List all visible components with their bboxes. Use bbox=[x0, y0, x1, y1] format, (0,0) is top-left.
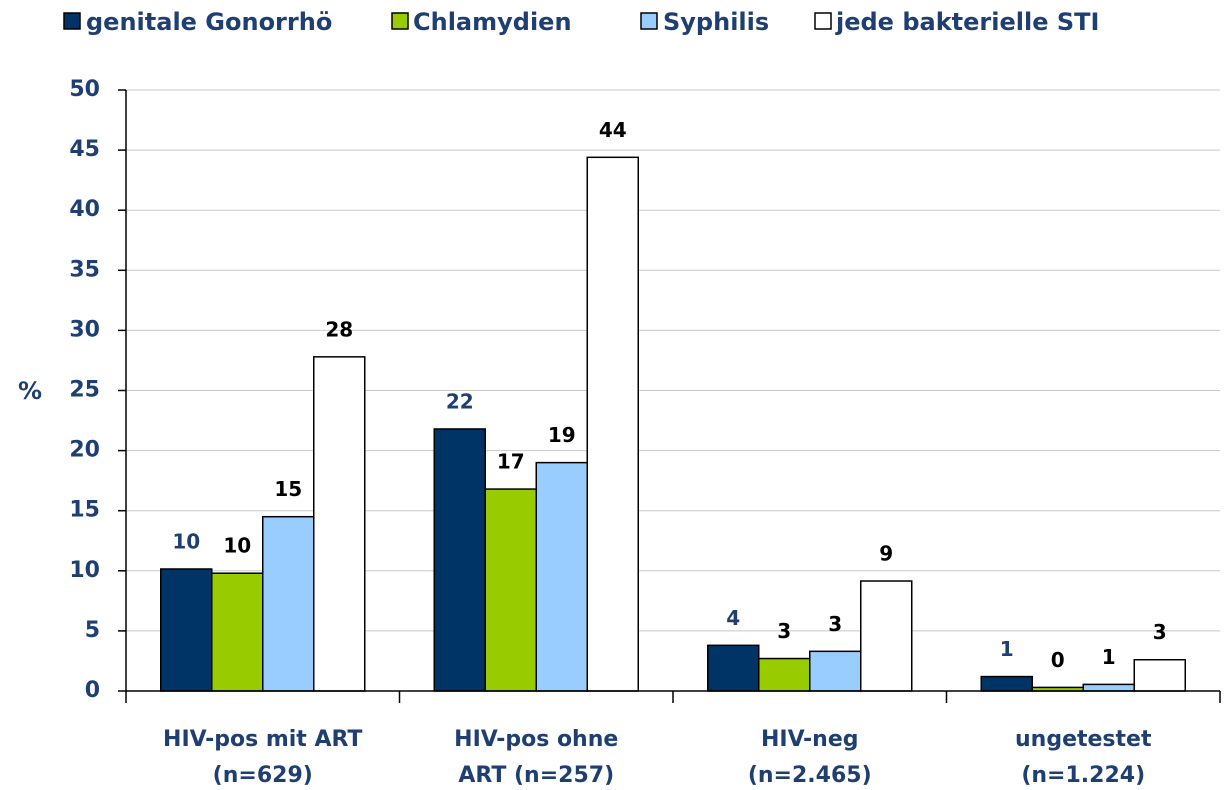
y-tick-label: 25 bbox=[69, 378, 100, 403]
value-label: 3 bbox=[1153, 620, 1167, 644]
legend-label: Syphilis bbox=[663, 8, 769, 36]
legend-label: Chlamydien bbox=[413, 8, 572, 36]
x-tick-label: (n=1.224) bbox=[1021, 763, 1145, 788]
x-tick-label: (n=629) bbox=[213, 763, 313, 788]
bar bbox=[160, 568, 213, 692]
legend-swatch bbox=[63, 12, 81, 30]
bar bbox=[1133, 658, 1186, 692]
bar bbox=[1082, 683, 1135, 692]
y-tick-label: 15 bbox=[69, 498, 100, 523]
value-label: 1 bbox=[1102, 645, 1116, 669]
y-tick-label: 50 bbox=[69, 77, 100, 102]
value-label: 22 bbox=[446, 389, 474, 413]
bar bbox=[262, 515, 315, 692]
bar bbox=[433, 428, 486, 692]
legend-swatch bbox=[814, 12, 832, 30]
x-tick-label: HIV-pos ohne bbox=[454, 727, 618, 752]
y-tick-label: 30 bbox=[69, 317, 100, 342]
bar bbox=[758, 657, 811, 692]
value-label: 1 bbox=[1000, 637, 1014, 661]
value-label: 19 bbox=[548, 423, 576, 447]
x-tick-label: HIV-pos mit ART bbox=[163, 727, 362, 752]
bar bbox=[586, 156, 639, 692]
legend-label: jede bakterielle STI bbox=[835, 8, 1099, 36]
bar bbox=[211, 572, 264, 692]
value-label: 9 bbox=[879, 542, 893, 566]
value-label: 3 bbox=[777, 619, 791, 643]
y-tick-label: 0 bbox=[85, 678, 100, 703]
bar bbox=[809, 650, 862, 692]
y-tick-label: 35 bbox=[69, 257, 100, 282]
y-tick-label: 20 bbox=[69, 438, 100, 463]
bar bbox=[860, 580, 913, 692]
y-tick-label: 10 bbox=[69, 558, 100, 583]
bar bbox=[535, 461, 588, 692]
x-tick-label: ART (n=257) bbox=[458, 763, 614, 788]
value-label: 3 bbox=[828, 612, 842, 636]
y-tick-label: 45 bbox=[69, 137, 100, 162]
y-tick-label: 5 bbox=[85, 618, 100, 643]
value-label: 0 bbox=[1051, 648, 1065, 672]
x-tick-label: ungetestet bbox=[1015, 727, 1152, 752]
y-tick-label: 40 bbox=[69, 197, 100, 222]
y-axis-label: % bbox=[18, 377, 42, 405]
bar bbox=[484, 488, 537, 692]
value-label: 28 bbox=[325, 317, 353, 341]
bar bbox=[313, 356, 366, 692]
bar bbox=[980, 675, 1033, 692]
value-label: 15 bbox=[274, 477, 302, 501]
value-label: 10 bbox=[172, 529, 200, 553]
legend-swatch bbox=[640, 12, 658, 30]
x-tick-label: HIV-neg bbox=[761, 727, 859, 752]
value-label: 17 bbox=[497, 450, 525, 474]
bar bbox=[707, 644, 760, 692]
legend-swatch bbox=[391, 12, 409, 30]
x-tick-label: (n=2.465) bbox=[748, 763, 872, 788]
value-label: 10 bbox=[223, 534, 251, 558]
value-label: 4 bbox=[726, 606, 740, 630]
legend-label: genitale Gonorrhö bbox=[86, 8, 332, 36]
value-label: 44 bbox=[599, 118, 627, 142]
